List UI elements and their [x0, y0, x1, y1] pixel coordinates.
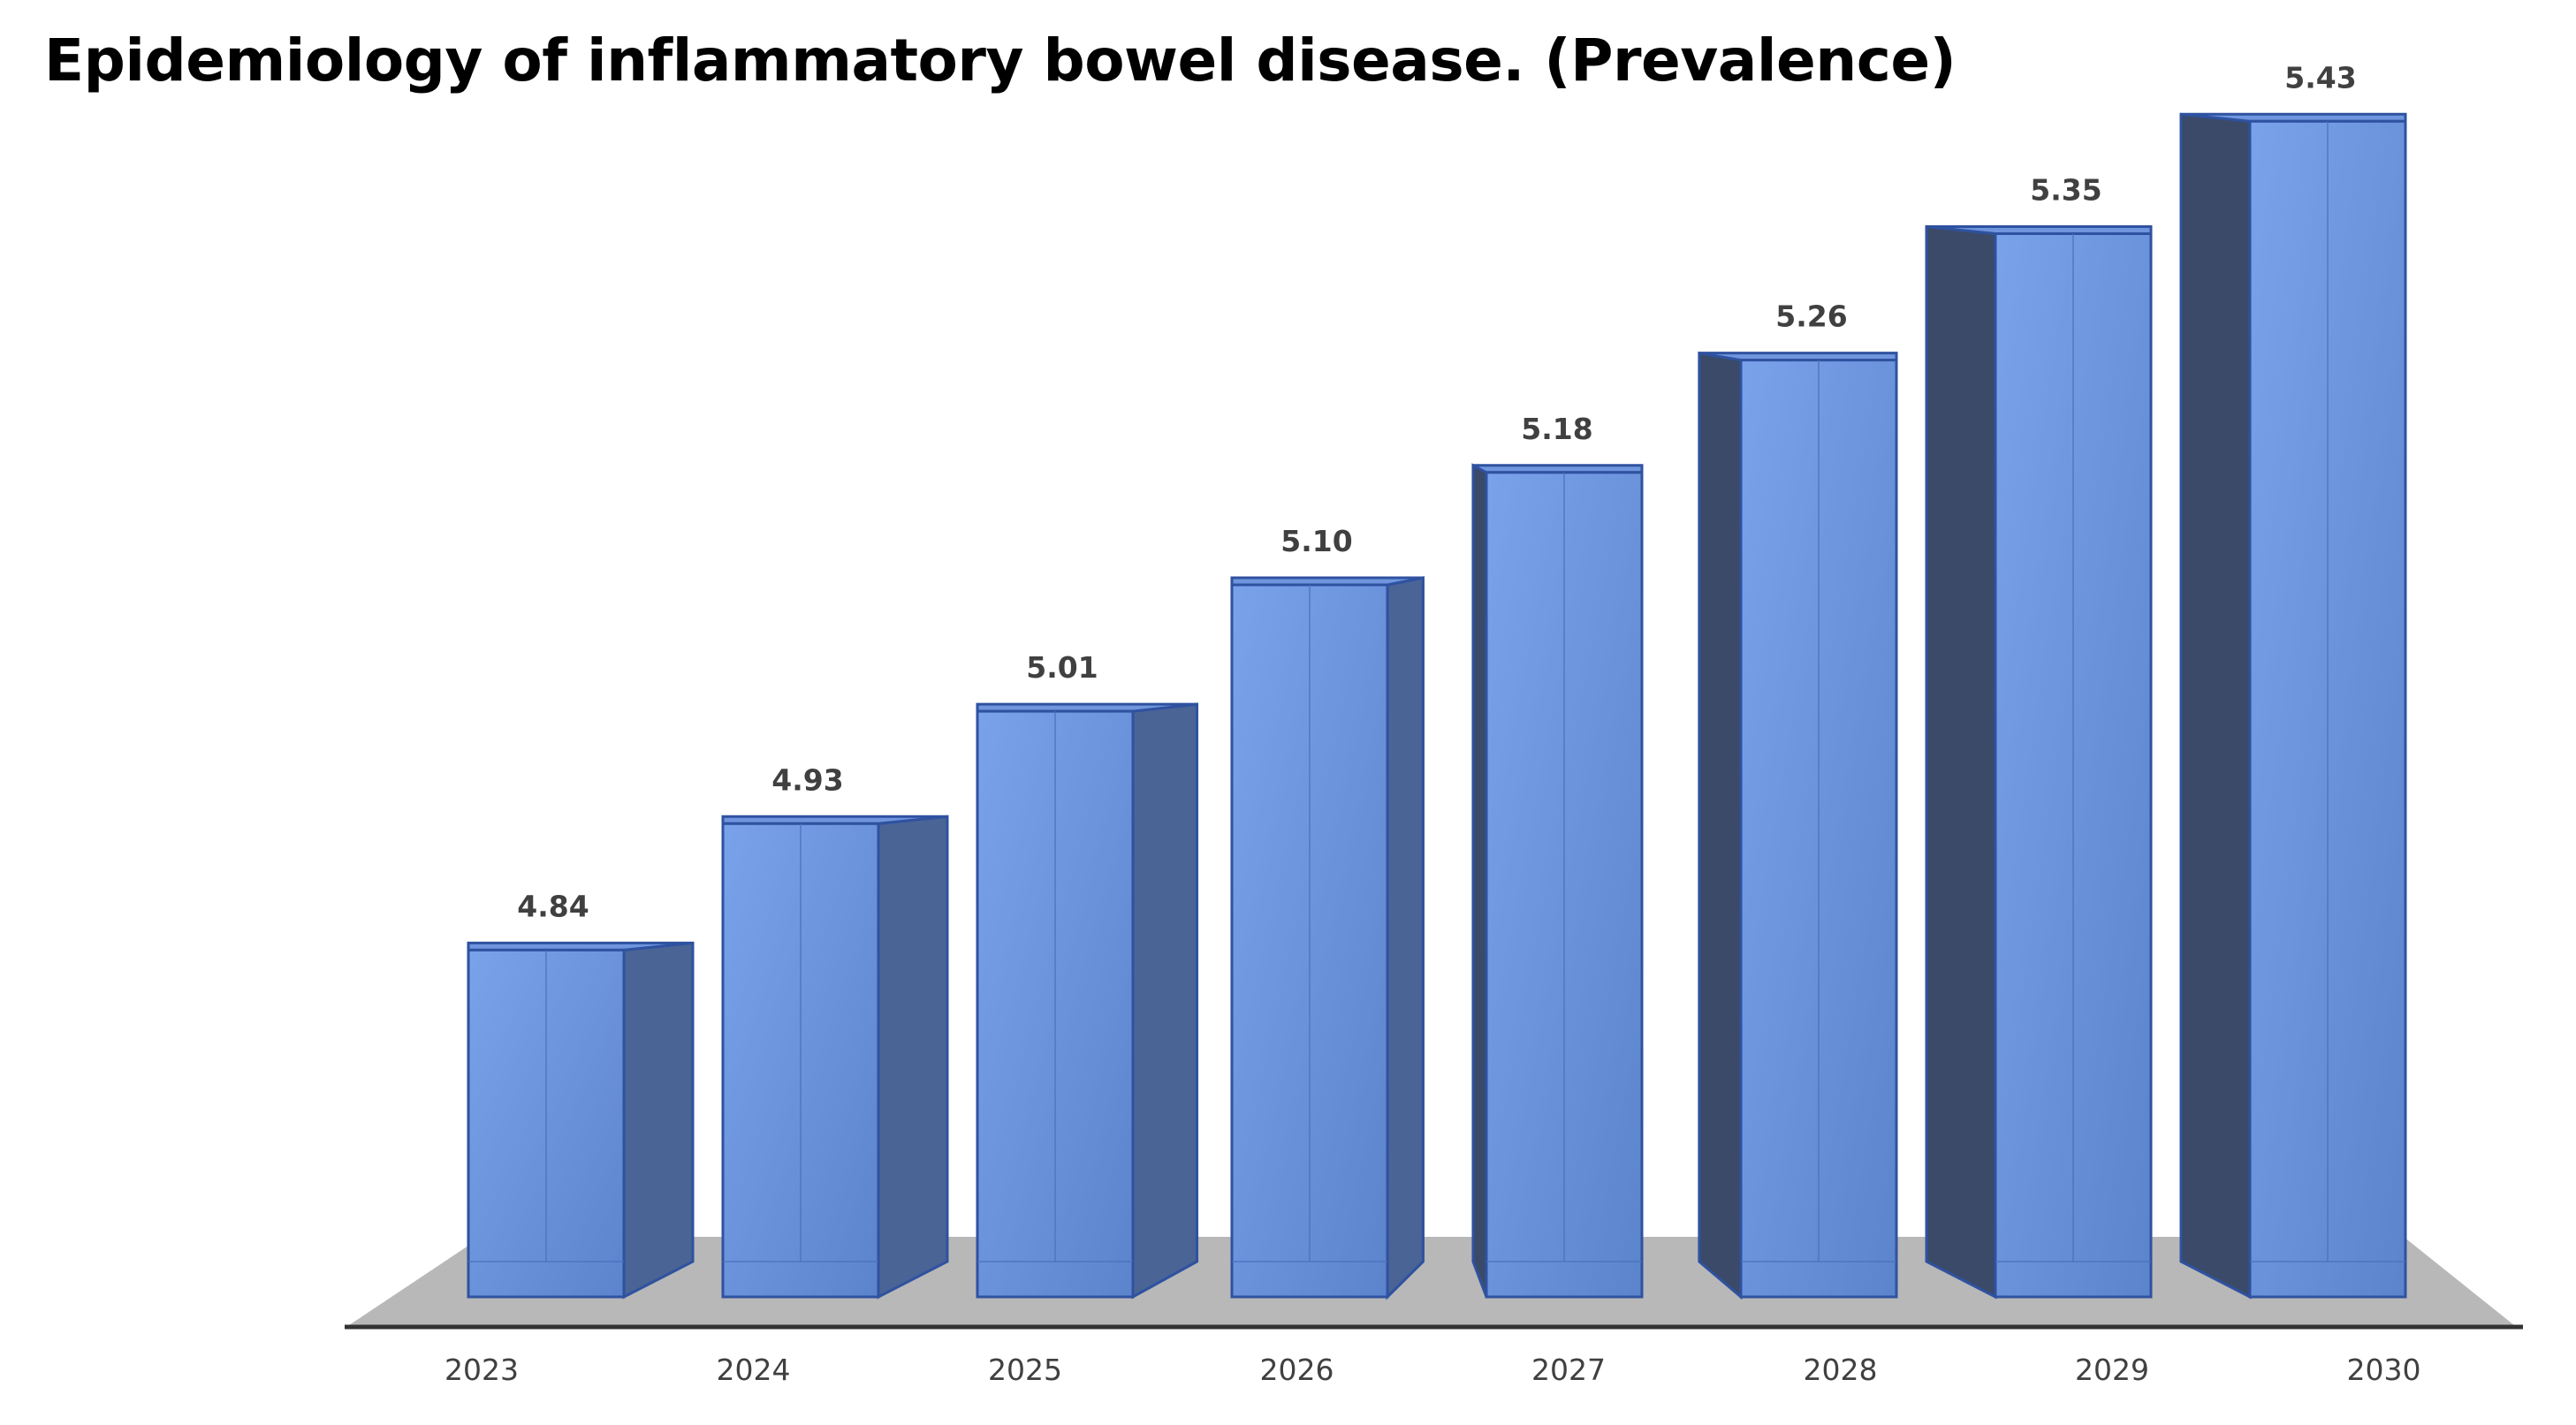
x-tick-label-2024: 2024: [717, 1353, 791, 1387]
data-label-2028: 5.26: [1775, 299, 1847, 334]
x-tick-label-2030: 2030: [2347, 1353, 2421, 1387]
bar-side-face: [1698, 351, 1743, 1300]
bar-side-face: [1471, 463, 1488, 1298]
bar-side-face: [1131, 702, 1199, 1300]
bar-side-face: [1925, 224, 1997, 1300]
x-tick-label-2027: 2027: [1531, 1353, 1606, 1387]
data-label-2023: 4.84: [517, 889, 589, 923]
data-label-2027: 5.18: [1521, 412, 1592, 446]
bar-2025: [976, 702, 1199, 1300]
x-tick-label-2026: 2026: [1260, 1353, 1334, 1387]
bar-2027: [1471, 463, 1644, 1299]
bar-2024: [721, 815, 949, 1300]
bar-2026: [1230, 576, 1425, 1300]
bar-side-face: [877, 815, 949, 1300]
bar-2028: [1698, 351, 1898, 1300]
data-label-2025: 5.01: [1026, 650, 1098, 685]
x-tick-label-2029: 2029: [2075, 1353, 2149, 1387]
x-tick-label-2023: 2023: [445, 1353, 519, 1387]
data-label-2030: 5.43: [2284, 60, 2356, 95]
bar-2023: [467, 941, 695, 1300]
bar-2030: [2179, 112, 2407, 1300]
bar-side-face: [1386, 576, 1425, 1300]
x-tick-label-2025: 2025: [988, 1353, 1062, 1387]
x-tick-label-2028: 2028: [1804, 1353, 1878, 1387]
data-label-2026: 5.10: [1280, 524, 1352, 558]
bar-2029: [1925, 224, 2153, 1300]
data-label-2029: 5.35: [2030, 173, 2101, 208]
bar-side-face: [2179, 112, 2252, 1300]
chart-title: Epidemiology of inflammatory bowel disea…: [44, 27, 1957, 95]
bar-side-face: [622, 941, 695, 1300]
data-label-2024: 4.93: [771, 762, 843, 797]
